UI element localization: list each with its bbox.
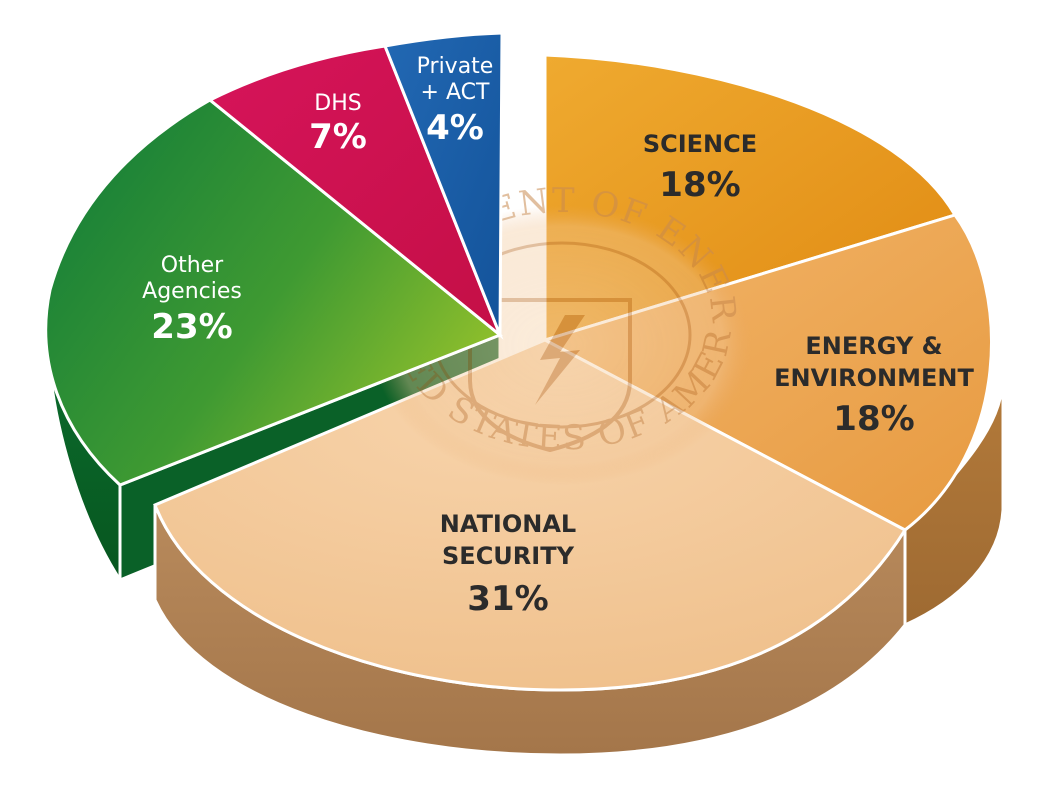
slice-national-security[interactable] (153, 338, 908, 692)
label-natsec-line2: SECURITY (442, 542, 575, 570)
label-private-line1: Private (417, 54, 494, 79)
slice-dhs[interactable] (207, 44, 504, 340)
label-national-security: NATIONAL SECURITY 31% (440, 510, 576, 619)
slice-private-act[interactable] (382, 31, 504, 336)
slice-energy[interactable] (541, 213, 993, 532)
label-private-percent: 4% (426, 108, 484, 148)
label-other-agencies: Other Agencies 23% (142, 253, 242, 347)
label-other-line2: Agencies (142, 279, 242, 304)
label-dhs: DHS 7% (309, 91, 367, 157)
label-energy-line2: ENVIRONMENT (774, 364, 974, 392)
label-energy-line1: ENERGY & (805, 332, 942, 360)
label-energy: ENERGY & ENVIRONMENT 18% (774, 332, 974, 439)
label-other-line1: Other (161, 253, 224, 278)
label-energy-percent: 18% (833, 399, 914, 439)
label-science: SCIENCE 18% (643, 130, 757, 205)
label-dhs-name: DHS (314, 91, 361, 116)
label-natsec-percent: 31% (467, 579, 548, 619)
label-natsec-line1: NATIONAL (440, 510, 576, 538)
label-science-name: SCIENCE (643, 130, 757, 158)
label-dhs-percent: 7% (309, 117, 367, 157)
label-private-act: Private + ACT 4% (417, 54, 494, 148)
slice-other-agencies[interactable] (44, 98, 503, 487)
label-other-percent: 23% (151, 307, 232, 347)
label-private-line2: + ACT (421, 80, 490, 105)
label-science-percent: 18% (659, 165, 740, 205)
